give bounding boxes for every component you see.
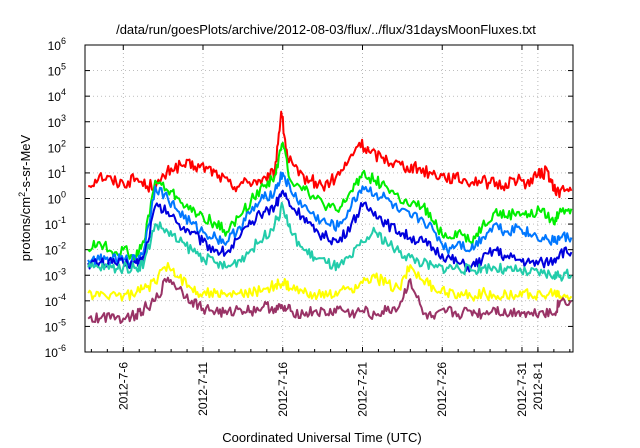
series-line-1	[88, 110, 573, 199]
y-tick-label: 101	[48, 164, 66, 181]
y-tick-label: 100	[48, 190, 66, 207]
grid	[85, 45, 573, 352]
series-line-4	[87, 189, 573, 273]
x-tick-label: 2012-7-16	[276, 362, 290, 417]
series-line-6	[87, 262, 573, 302]
series-line-5	[87, 201, 573, 282]
x-tick-label: 2012-7-26	[435, 362, 449, 417]
y-tick-label: 103	[48, 113, 66, 130]
y-tick-label: 10-6	[45, 343, 66, 360]
series-line-2	[87, 141, 573, 262]
series-line-7	[87, 276, 573, 324]
y-tick-label: 102	[48, 138, 66, 155]
y-tick-label: 106	[48, 36, 66, 53]
x-tick-label: 2012-7-11	[196, 362, 210, 416]
y-tick-label: 10-5	[45, 317, 66, 334]
series-group	[87, 110, 573, 324]
y-tick-label: 10-1	[45, 215, 66, 232]
x-tick-label: 2012-7-21	[355, 362, 369, 417]
x-axis-label: Coordinated Universal Time (UTC)	[222, 430, 421, 445]
x-tick-label: 2012-8-1	[531, 362, 545, 410]
x-tick-label: 2012-7-6	[116, 362, 130, 410]
y-tick-label: 105	[48, 62, 66, 79]
chart-title: /data/run/goesPlots/archive/2012-08-03/f…	[116, 22, 536, 37]
y-tick-label: 104	[48, 87, 66, 104]
x-axis: 2012-7-6 2012-7-11 2012-7-16 2012-7-21 2012-…	[90, 45, 571, 417]
y-tick-label: 10-4	[45, 292, 66, 309]
series-line-3	[87, 171, 573, 267]
x-tick-label: 2012-7-31	[515, 362, 529, 417]
y-tick-label: 10-2	[45, 241, 66, 258]
y-axis: 10-6 10-5 10-4 10-3 10-2 10-1 100 101 102 103 104 1…	[45, 36, 573, 360]
y-axis-label: protons/cm2-s-sr-MeV	[17, 134, 33, 261]
y-tick-label: 10-3	[45, 266, 66, 283]
